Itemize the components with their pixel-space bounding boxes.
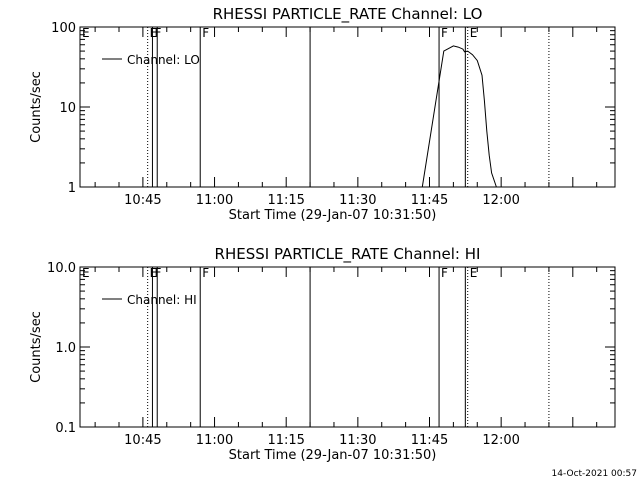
y-tick-label: 1 <box>68 181 76 196</box>
legend-label: Channel: HI <box>127 293 197 307</box>
footer-timestamp: 14-Oct-2021 00:57 <box>552 469 637 479</box>
y-axis-label: Counts/sec <box>29 71 44 143</box>
x-tick-label: 12:00 <box>482 433 519 448</box>
y-tick-label: 0.1 <box>55 421 76 436</box>
y-axis-label: Counts/sec <box>29 311 44 383</box>
x-tick-label: 12:00 <box>482 193 519 208</box>
event-marker-label: F <box>202 26 209 40</box>
y-tick-label: 100 <box>51 21 76 36</box>
x-axis-label: Start Time (29-Jan-07 10:31:50) <box>229 448 437 463</box>
x-tick-label: 11:30 <box>339 433 376 448</box>
event-marker-label: F <box>154 26 161 40</box>
plot-frame <box>79 26 616 188</box>
x-tick-label: 10:45 <box>124 433 161 448</box>
x-tick-label: 11:00 <box>196 433 233 448</box>
x-tick-label: 11:30 <box>339 193 376 208</box>
y-tick-label: 10.0 <box>47 261 76 276</box>
series-line-0 <box>393 45 497 188</box>
x-tick-label: 11:15 <box>267 193 304 208</box>
event-marker-label: E <box>470 26 478 40</box>
y-tick-label: 1.0 <box>55 341 76 356</box>
corner-label: E <box>82 26 90 40</box>
event-marker-label: F <box>441 266 448 280</box>
event-marker-label: E <box>150 266 158 280</box>
plot-frame <box>79 266 616 428</box>
event-marker-label: E <box>150 26 158 40</box>
chart-title: RHESSI PARTICLE_RATE Channel: HI <box>215 245 481 264</box>
y-tick-label: 10 <box>59 101 76 116</box>
corner-label: E <box>82 266 90 280</box>
x-tick-label: 11:00 <box>196 193 233 208</box>
x-axis-label: Start Time (29-Jan-07 10:31:50) <box>229 208 437 223</box>
event-marker-label: F <box>441 26 448 40</box>
event-marker-label: F <box>154 266 161 280</box>
event-marker-label: F <box>202 266 209 280</box>
chart-title: RHESSI PARTICLE_RATE Channel: LO <box>213 5 483 24</box>
event-marker-label: E <box>470 266 478 280</box>
x-tick-label: 10:45 <box>124 193 161 208</box>
x-tick-label: 11:45 <box>411 433 448 448</box>
x-tick-label: 11:45 <box>411 193 448 208</box>
x-tick-label: 11:15 <box>267 433 304 448</box>
legend-label: Channel: LO <box>127 53 200 67</box>
